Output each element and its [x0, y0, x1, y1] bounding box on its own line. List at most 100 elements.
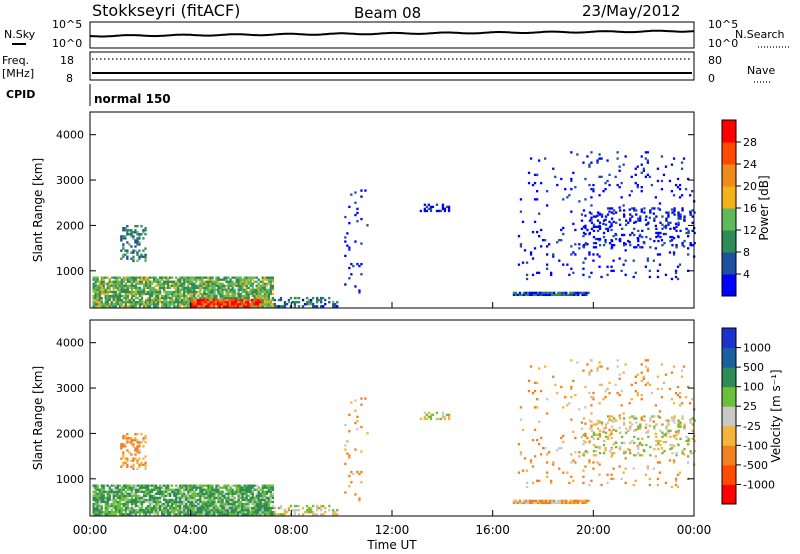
heatmap-cell [134, 225, 137, 228]
heatmap-cell [206, 305, 210, 308]
heatmap-cell [592, 398, 595, 401]
heatmap-cell [150, 490, 154, 493]
heatmap-cell [610, 222, 613, 226]
heatmap-cell [644, 218, 648, 221]
heatmap-cell [100, 276, 103, 279]
heatmap-cell [136, 496, 140, 500]
heatmap-cell [177, 282, 180, 285]
heatmap-cell [594, 445, 598, 449]
heatmap-cell [169, 494, 172, 498]
heatmap-cell [136, 288, 140, 292]
heatmap-cell [114, 513, 118, 516]
heatmap-cell [132, 292, 136, 296]
heatmap-cell [592, 396, 595, 399]
heatmap-cell [199, 500, 202, 504]
heatmap-cell [199, 292, 202, 296]
heatmap-cell [283, 305, 287, 308]
y-tick-label: 3000 [56, 174, 84, 187]
heatmap-cell [163, 282, 166, 285]
heatmap-cell [195, 500, 198, 504]
heatmap-cell [237, 290, 240, 294]
heatmap-cell [195, 278, 198, 281]
heatmap-cell [237, 305, 240, 308]
heatmap-cell [126, 513, 130, 516]
heatmap-cell [223, 496, 226, 500]
heatmap-cell [632, 467, 635, 470]
heatmap-cell [225, 492, 228, 495]
heatmap-cell [187, 513, 190, 516]
heatmap-cell [642, 167, 646, 170]
heatmap-cell [670, 208, 674, 211]
heatmap-cell [167, 282, 170, 285]
heatmap-cell [267, 484, 271, 487]
heatmap-cell [356, 262, 359, 266]
heatmap-cell [251, 303, 254, 306]
heatmap-cell [255, 284, 258, 287]
heatmap-cell [138, 282, 142, 285]
heatmap-cell [553, 291, 556, 295]
heatmap-cell [231, 488, 234, 491]
heatmap-cell [104, 276, 107, 279]
heatmap-cell [92, 305, 95, 308]
heatmap-cell [224, 298, 228, 302]
heatmap-cell [235, 278, 238, 281]
heatmap-cell [257, 486, 260, 489]
heatmap-cell [122, 301, 126, 304]
heatmap-cell [132, 259, 135, 263]
heatmap-cell [677, 211, 680, 214]
heatmap-cell [608, 428, 611, 432]
heatmap-cell [237, 278, 240, 281]
heatmap-cell [297, 509, 301, 512]
heatmap-cell [110, 305, 113, 308]
heatmap-cell [550, 479, 553, 483]
heatmap-cell [159, 488, 162, 491]
heatmap-cell [544, 239, 547, 242]
heatmap-cell [653, 425, 656, 428]
heatmap-cell [163, 492, 166, 495]
heatmap-cell [243, 276, 246, 279]
heatmap-cell [228, 506, 232, 510]
heatmap-cell [639, 441, 642, 445]
heatmap-cell [590, 435, 594, 439]
heatmap-cell [623, 421, 626, 424]
heatmap-cell [94, 286, 97, 290]
heatmap-cell [196, 509, 200, 512]
heatmap-cell [637, 239, 640, 243]
heatmap-cell [358, 264, 361, 268]
heatmap-cell [128, 451, 131, 454]
heatmap-cell [104, 298, 107, 302]
heatmap-cell [305, 296, 309, 300]
heatmap-cell [245, 280, 248, 283]
heatmap-cell [592, 188, 595, 191]
heatmap-cell [215, 509, 218, 512]
heatmap-cell [674, 222, 678, 226]
heatmap-cell [205, 276, 208, 279]
heatmap-cell [257, 278, 260, 281]
heatmap-cell [169, 303, 172, 306]
heatmap-cell [324, 298, 327, 302]
heatmap-cell [183, 286, 186, 290]
heatmap-cell [267, 288, 271, 292]
heatmap-cell [523, 457, 527, 460]
heatmap-cell [533, 173, 537, 177]
heatmap-cell [239, 511, 242, 514]
heatmap-cell [530, 499, 534, 503]
heatmap-cell [140, 441, 143, 444]
heatmap-cell [94, 298, 97, 302]
heatmap-cell [154, 488, 158, 491]
colorbar-swatch [722, 347, 736, 368]
heatmap-cell [243, 290, 246, 294]
heatmap-cell [220, 303, 224, 306]
heatmap-cell [185, 496, 188, 500]
heatmap-cell [138, 486, 142, 489]
heatmap-cell [667, 421, 670, 424]
heatmap-cell [640, 371, 643, 374]
heatmap-cell [211, 502, 214, 506]
heatmap-cell [203, 284, 206, 287]
heatmap-cell [324, 506, 327, 510]
heatmap-cell [253, 305, 256, 308]
heatmap-cell [152, 288, 156, 292]
heatmap-cell [590, 216, 593, 219]
heatmap-cell [263, 502, 267, 506]
heatmap-cell [320, 513, 323, 516]
